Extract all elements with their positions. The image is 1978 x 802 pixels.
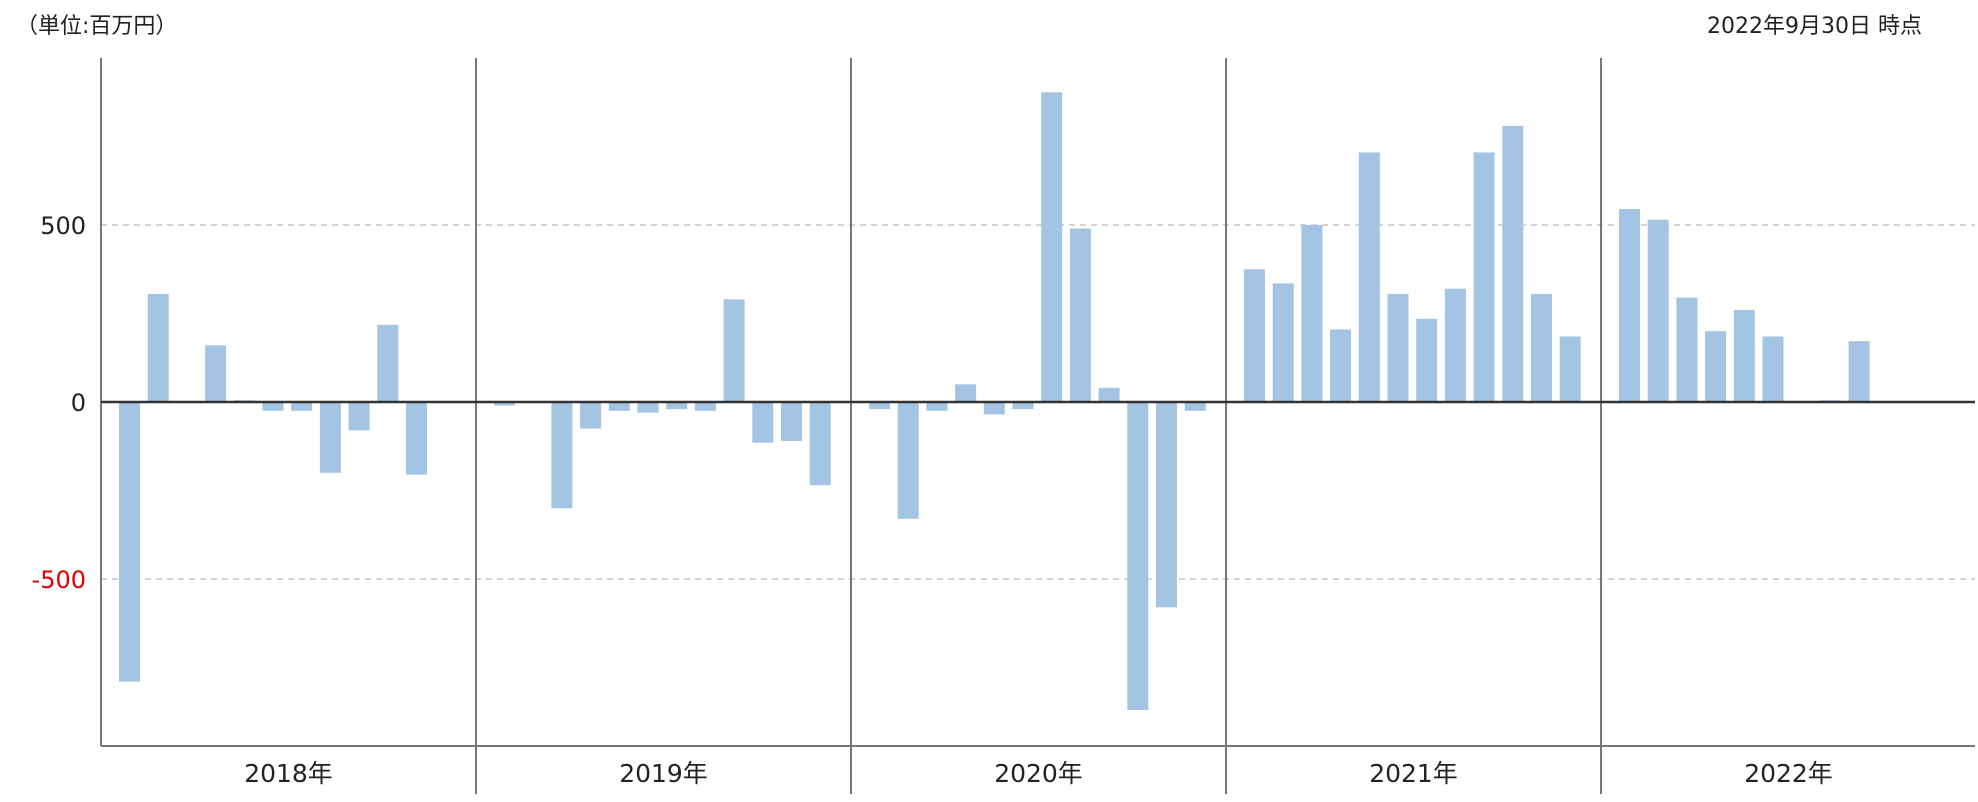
y-tick-label: -500 — [32, 566, 86, 594]
bar — [1531, 294, 1552, 402]
bar — [1098, 387, 1120, 402]
bar — [1244, 269, 1265, 402]
bar — [1184, 402, 1206, 411]
bar — [1647, 219, 1669, 402]
bar — [955, 384, 977, 402]
bar — [1156, 402, 1177, 608]
bar — [1069, 228, 1091, 402]
bar — [926, 402, 948, 411]
bar — [1676, 297, 1698, 402]
bar — [781, 402, 802, 441]
bar — [1301, 225, 1323, 402]
bar — [1127, 402, 1149, 710]
bar — [1012, 402, 1034, 410]
bar — [809, 402, 831, 486]
bar — [1619, 209, 1640, 402]
bar — [406, 402, 427, 475]
bar — [291, 402, 313, 411]
bar — [666, 402, 688, 410]
bar — [348, 402, 370, 431]
bar — [1041, 92, 1063, 402]
year-label: 2019年 — [619, 759, 708, 788]
bar — [377, 324, 399, 402]
bar — [608, 402, 630, 411]
bar — [494, 402, 515, 406]
year-label: 2018年 — [244, 759, 333, 788]
bar — [319, 402, 341, 473]
bar — [1416, 318, 1438, 402]
bar — [205, 345, 227, 402]
bar — [1733, 309, 1755, 402]
bar — [752, 402, 774, 443]
bar — [723, 299, 745, 402]
bar — [119, 402, 140, 682]
y-tick-label: 500 — [40, 212, 86, 240]
bar — [551, 402, 573, 509]
bar — [694, 402, 716, 411]
bar — [1762, 336, 1784, 402]
bar — [1473, 152, 1495, 402]
bar — [580, 402, 602, 429]
bar — [897, 402, 919, 519]
as-of-date-label: 2022年9月30日 時点 — [1707, 14, 1922, 39]
bar — [1272, 283, 1294, 402]
bar — [1387, 294, 1409, 402]
bar — [262, 402, 284, 411]
year-label: 2022年 — [1744, 759, 1833, 788]
bar — [1330, 329, 1352, 402]
year-label: 2020年 — [994, 759, 1083, 788]
bar — [1559, 336, 1581, 402]
bar — [147, 294, 169, 402]
bar — [1705, 331, 1727, 402]
bar — [1358, 152, 1380, 402]
bar — [983, 402, 1005, 415]
bar — [1502, 125, 1524, 402]
bar — [1444, 288, 1466, 402]
bar — [869, 402, 890, 410]
y-tick-label: 0 — [71, 389, 86, 417]
unit-label: （単位:百万円） — [16, 14, 178, 39]
year-label: 2021年 — [1369, 759, 1458, 788]
bar — [637, 402, 659, 413]
bar — [1848, 341, 1870, 402]
